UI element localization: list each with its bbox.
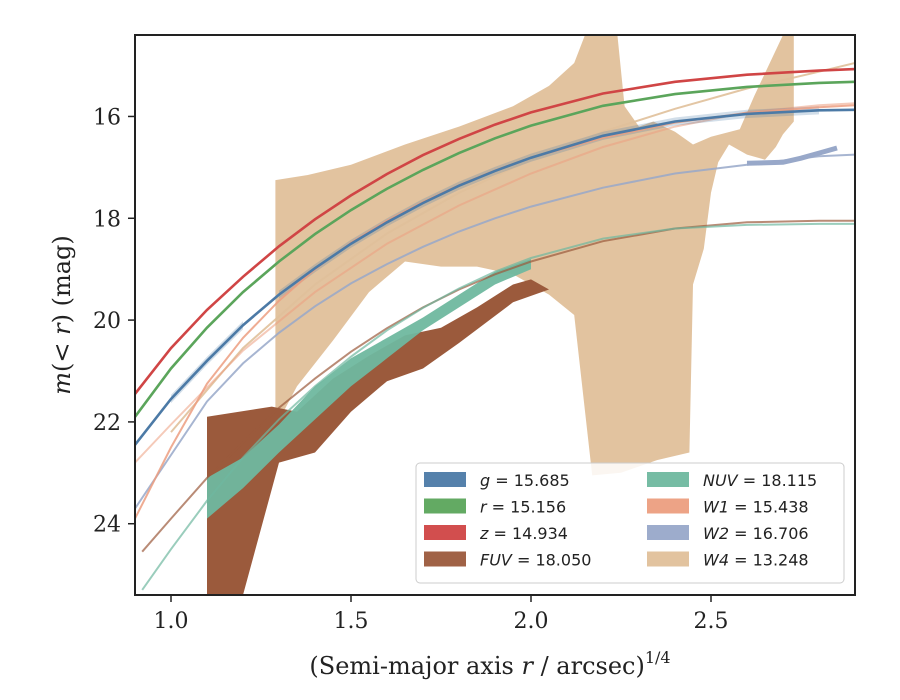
y-axis-title: m(< r) (mag) <box>48 235 76 395</box>
y-axis: 16 18 20 22 24 <box>93 105 135 538</box>
y-tick-label: 18 <box>93 207 121 232</box>
series-w4-band <box>275 35 794 476</box>
legend-swatch-r <box>424 498 466 514</box>
y-tick-label: 24 <box>93 513 121 538</box>
y-tick-label: 20 <box>93 309 121 334</box>
series-w4-model-line <box>170 62 855 433</box>
x-tick-label: 1.0 <box>154 609 189 634</box>
x-tick-label: 2.0 <box>514 609 549 634</box>
legend-swatch-g <box>424 472 466 487</box>
legend-swatch-w4 <box>647 551 689 567</box>
series-w2-line <box>135 153 855 510</box>
legend-swatch-w1 <box>647 498 689 514</box>
series-r-line <box>135 80 855 418</box>
x-axis: 1.0 1.5 2.0 2.5 <box>154 595 729 634</box>
legend-label-w1: W1 = 15.438 <box>703 498 809 517</box>
legend-label-g: g = 15.685 <box>480 471 570 490</box>
x-tick-label: 1.5 <box>334 609 369 634</box>
legend-label-z: z = 14.934 <box>479 524 568 543</box>
legend-box <box>415 462 845 584</box>
legend-label-r: r = 15.156 <box>480 498 566 517</box>
legend-label-w4: W4 = 13.248 <box>703 551 809 570</box>
x-tick-label: 2.5 <box>694 609 729 634</box>
legend-label-w2: W2 = 16.706 <box>703 524 809 543</box>
x-axis-title: (Semi-major axis r / arcsec)1/4 <box>309 648 670 680</box>
legend-swatch-w2 <box>647 525 689 540</box>
legend-swatch-nuv <box>647 472 689 487</box>
y-tick-label: 16 <box>93 105 121 130</box>
series-g-line <box>135 108 855 446</box>
legend-swatch-fuv <box>424 551 466 567</box>
legend-label-nuv: NUV = 18.115 <box>703 471 817 490</box>
legend: g = 15.685 r = 15.156 z = 14.934 FUV = 18.0… <box>415 462 845 584</box>
series-nuv-model-line <box>141 222 855 591</box>
plot-frame <box>134 34 856 596</box>
legend-label-fuv: FUV = 18.050 <box>480 551 591 570</box>
series-w2-observed-line <box>746 145 838 166</box>
plot-area <box>135 35 855 595</box>
legend-swatch-z <box>424 525 466 540</box>
series-z-line <box>135 67 855 395</box>
y-tick-label: 22 <box>93 411 121 436</box>
